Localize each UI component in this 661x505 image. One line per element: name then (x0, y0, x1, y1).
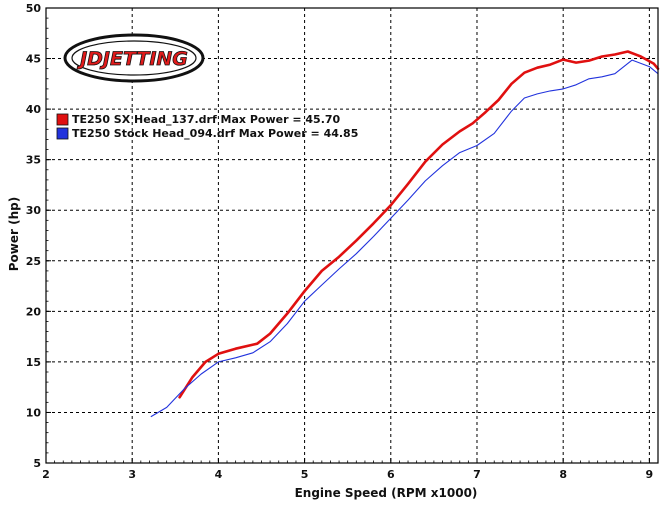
y-tick-label: 50 (26, 2, 42, 15)
x-tick-label: 7 (473, 468, 481, 481)
x-tick-label: 9 (646, 468, 654, 481)
y-tick-label: 30 (26, 204, 42, 217)
x-axis-title: Engine Speed (RPM x1000) (295, 486, 478, 500)
y-tick-label: 45 (26, 53, 41, 66)
jdjetting-logo: JDJETTING (63, 33, 205, 83)
x-tick-label: 4 (215, 468, 223, 481)
legend-entry-sx-head: TE250 SX Head_137.drf Max Power = 45.70 (72, 113, 341, 126)
y-tick-label: 40 (26, 103, 42, 116)
legend-swatch-blue (56, 127, 69, 140)
y-tick-label: 10 (26, 406, 42, 419)
y-tick-label: 20 (26, 305, 42, 318)
y-tick-label: 35 (26, 154, 41, 167)
x-tick-label: 3 (128, 468, 136, 481)
x-tick-label: 5 (301, 468, 309, 481)
legend-entry-stock-head: TE250 Stock Head_094.drf Max Power = 44.… (72, 127, 358, 140)
logo-text: JDJETTING (76, 48, 188, 70)
y-tick-labels: 5 10 15 20 25 30 35 40 45 50 (26, 2, 42, 470)
y-axis-title: Power (hp) (7, 197, 21, 271)
y-tick-label: 5 (33, 457, 41, 470)
series-line-sx-head (178, 50, 660, 399)
legend: TE250 SX Head_137.drf Max Power = 45.70 … (56, 113, 358, 140)
x-tick-label: 8 (559, 468, 567, 481)
x-tick-label: 2 (42, 468, 50, 481)
legend-swatch-red (56, 113, 69, 126)
x-tick-label: 6 (387, 468, 395, 481)
series-lines (150, 50, 660, 418)
x-tick-labels: 2 3 4 5 6 7 8 9 (42, 468, 653, 481)
plot-frame (45, 7, 659, 464)
y-tick-label: 25 (26, 255, 41, 268)
y-tick-label: 15 (26, 356, 41, 369)
series-line-stock-head (150, 59, 659, 418)
grid (45, 7, 659, 464)
